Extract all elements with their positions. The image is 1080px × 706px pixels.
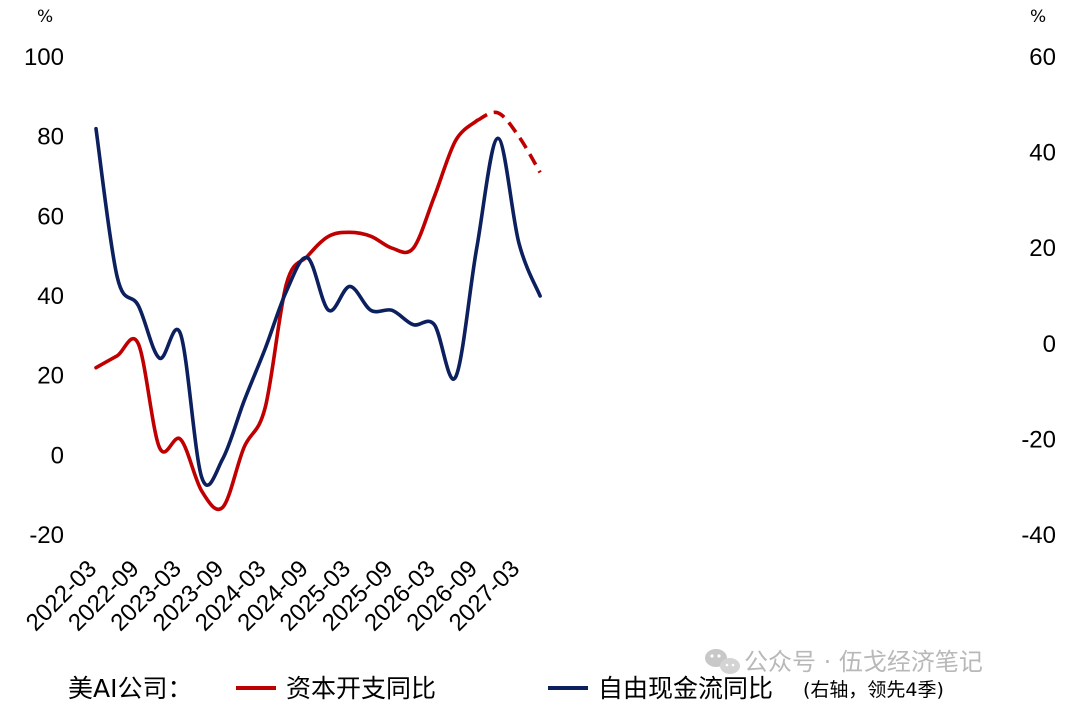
series-line-capex-forecast (475, 110, 542, 174)
legend: 美AI公司： 资本开支同比 自由现金流同比 (右轴，领先4季) (68, 674, 944, 703)
right-tick-label: 60 (1029, 44, 1056, 71)
legend-note-fcf: (右轴，领先4季) (803, 679, 944, 701)
left-tick-label: 60 (37, 203, 64, 230)
left-axis: 100 80 60 40 20 0 -20 (24, 44, 64, 549)
right-tick-label: 40 (1029, 140, 1056, 167)
right-tick-label: -20 (1021, 426, 1056, 453)
left-tick-label: -20 (29, 522, 64, 549)
watermark: 公众号 · 伍戈经济笔记 (705, 648, 983, 676)
legend-label-capex: 资本开支同比 (286, 674, 436, 703)
wechat-icon (705, 649, 740, 674)
right-tick-label: -40 (1021, 522, 1056, 549)
left-tick-label: 0 (51, 442, 64, 469)
left-tick-label: 20 (37, 363, 64, 390)
x-axis: 2022-032022-092023-032023-092024-032024-… (21, 555, 525, 636)
left-tick-label: 80 (37, 124, 64, 151)
right-tick-label: 0 (1043, 331, 1056, 358)
series-line-capex (94, 118, 479, 512)
right-axis-unit: % (1030, 7, 1046, 27)
legend-prefix: 美AI公司： (68, 674, 192, 703)
left-tick-label: 40 (37, 283, 64, 310)
series-line-fcf (94, 126, 542, 487)
watermark-text: 公众号 · 伍戈经济笔记 (744, 648, 983, 676)
legend-label-fcf: 自由现金流同比 (598, 674, 773, 703)
left-axis-unit: % (37, 7, 53, 27)
right-tick-label: 20 (1029, 235, 1056, 262)
series-lines (94, 110, 542, 512)
left-tick-label: 100 (24, 44, 64, 71)
right-axis: 60 40 20 0 -20 -40 (1021, 44, 1056, 549)
